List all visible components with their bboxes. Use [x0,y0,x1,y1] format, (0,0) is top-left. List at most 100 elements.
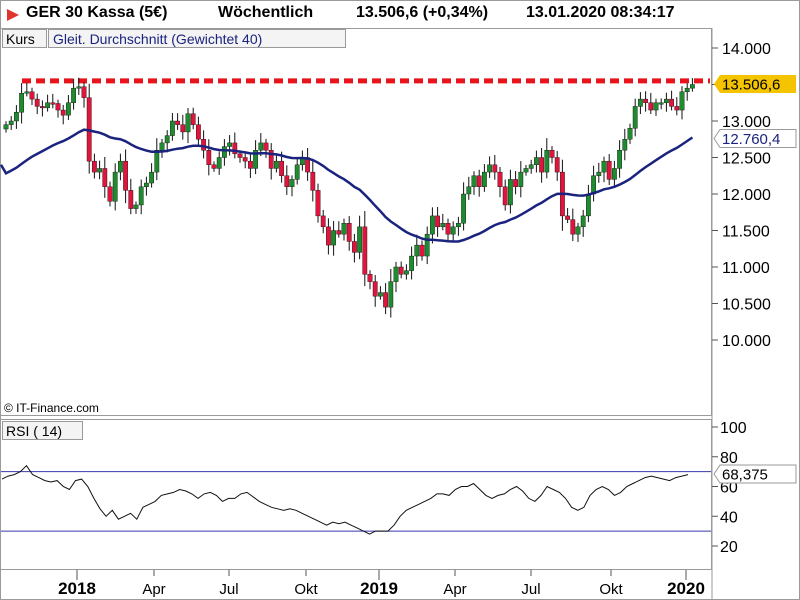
candle-body-up [13,112,19,122]
candle [388,269,394,318]
candle-body-up [227,142,232,147]
candle-body-down [201,139,206,151]
candle-body-down [419,244,425,257]
moving-average-line [0,128,694,243]
candle-body-up [471,175,477,187]
time-tick-label: Okt [599,581,623,598]
candle [456,216,461,236]
candle-body-down [445,222,451,235]
candle [305,148,310,181]
candle-body-down [102,168,108,187]
candle-body-down [310,171,316,191]
candle [71,78,77,110]
candle [357,215,362,260]
candle [409,246,414,280]
candle-body-up [393,266,399,282]
watermark: © IT-Finance.com [4,401,99,415]
candle-body-up [331,230,336,246]
candle [29,87,35,105]
candle-body-up [679,91,685,111]
candle [352,233,357,263]
candle [414,234,420,267]
candle [606,154,612,186]
kurs-legend: Kurs [2,29,47,48]
candle-body-down [367,274,373,282]
candle-body-down [237,153,243,158]
candle-body-down [476,175,482,187]
instrument-name: GER 30 Kassa (5€) [26,4,168,21]
candle [195,116,201,147]
rsi-tick-label: 20 [720,539,738,556]
candle [575,222,581,242]
candle-body-up [378,292,383,297]
candle-body-up [430,215,435,235]
rsi-legend-label: RSI ( 14) [6,423,62,439]
candle [534,150,539,173]
candle [221,139,227,166]
price-flag: 13.506,6 [714,75,796,94]
candle [378,286,383,300]
candle [372,275,378,307]
candle [674,97,680,116]
rsi-panel-border [0,419,712,570]
candle [544,138,550,179]
candle [274,154,279,173]
candle-body-up [638,98,643,107]
candle [586,184,591,223]
candle-body-down [190,113,196,125]
candle [466,176,472,200]
candle-body-up [258,142,264,151]
candle [424,226,430,265]
candle [289,175,295,197]
candle [638,92,643,115]
candle-body-down [674,106,680,111]
candle-body-down [336,230,342,235]
candle [310,160,316,202]
candle [658,98,664,110]
candle-body-up [482,171,487,187]
price-panel-border [0,28,712,416]
price-tick-label: 10.500 [722,297,771,314]
candle-body-up [487,164,492,173]
price-tick-label: 12.000 [722,187,771,204]
candle [154,138,160,181]
candle [206,139,212,176]
candle-body-up [617,149,623,169]
candle [346,216,352,251]
candle [190,107,196,130]
candle [102,156,108,198]
candle-body-down [497,171,503,187]
candle [315,183,321,223]
candle-body-up [143,182,149,187]
candle [591,165,597,202]
candle-body-up [159,142,165,151]
candle [549,146,555,164]
candle [336,221,342,238]
candle [679,86,685,120]
candle [294,158,300,185]
last-quote: 13.506,6 (+0,34%) [356,4,489,21]
candle [185,108,191,144]
candle [513,171,519,195]
candle-body-down [247,160,253,169]
candle-body-up [289,179,295,187]
candle-body-up [8,120,14,125]
candle [45,94,51,112]
candle-body-up [466,186,472,195]
candle [612,160,617,186]
candle [268,143,274,180]
candle [326,218,331,255]
candle-body-down [34,98,40,107]
candle-body-up [341,222,347,235]
candle-body-down [352,241,357,253]
candle-body-up [534,157,539,166]
candle-body-up [653,102,659,111]
rsi-flag-label: 68,375 [722,467,768,484]
rsi-axis: 100 80 60 40 20 [712,420,747,556]
candle [123,149,129,204]
time-tick-label: 2020 [667,579,705,598]
candle-body-up [185,113,191,133]
candle-body-up [71,87,77,103]
kurs-legend-label: Kurs [6,31,35,47]
candle [528,159,534,174]
